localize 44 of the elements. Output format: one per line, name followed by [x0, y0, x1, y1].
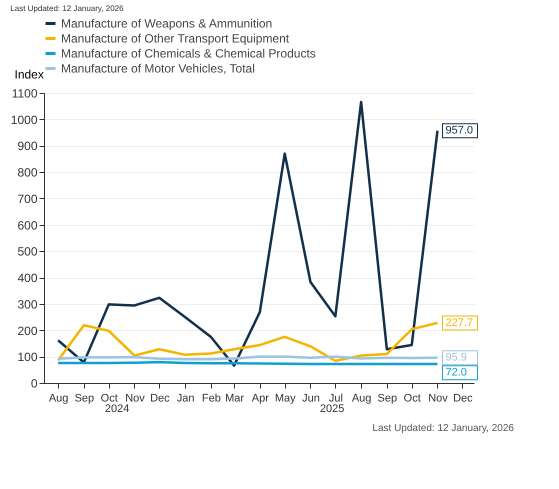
x-tick-label: Jul — [328, 392, 343, 404]
text: Last Updated: 12 January, 2026 — [372, 423, 514, 434]
y-tick-label: 400 — [17, 271, 38, 286]
x-tick-label: May — [274, 392, 296, 404]
y-tick-label: 0 — [30, 376, 38, 390]
y-tick-label: 600 — [17, 218, 38, 232]
x-tick-label: Aug — [48, 392, 68, 404]
legend-label: Manufacture of Motor Vehicles, Total — [61, 62, 255, 76]
y-tick-label: 300 — [17, 297, 38, 312]
y-tick-label: 200 — [17, 324, 38, 338]
y-tick-label: 1100 — [12, 86, 38, 100]
x-tick-label: Aug — [352, 392, 372, 404]
data-label: 72.0 — [445, 366, 467, 379]
y-tick-label: 500 — [17, 244, 38, 259]
text: Last Updated: 12 January, 2026 — [10, 4, 124, 13]
legend-label: Manufacture of Weapons & Ammunition — [61, 16, 272, 30]
legend-label: Manufacture of Other Transport Equipment — [61, 32, 290, 46]
x-tick-label: Feb — [202, 392, 221, 404]
text: 2025 — [320, 403, 344, 415]
line-series — [56, 322, 439, 362]
x-tick-label: Dec — [150, 392, 170, 404]
data-label: 227.7 — [445, 316, 474, 329]
x-tick-label: Nov — [428, 392, 448, 404]
text: 2024 — [104, 403, 130, 415]
x-tick-label: Mar — [225, 392, 244, 404]
x-tick-label: Oct — [404, 392, 421, 404]
x-tick-label: Jan — [176, 392, 194, 404]
x-tick-label: Oct — [100, 392, 118, 404]
x-tick-label: Apr — [252, 392, 270, 404]
y-tick-label: 900 — [17, 139, 38, 154]
legend-label: Manufacture of Chemicals & Chemical Products — [61, 46, 316, 60]
y-tick-label: 100 — [17, 350, 38, 364]
x-tick-label: Jun — [302, 392, 320, 404]
y-tick-label: 700 — [17, 192, 38, 206]
y-tick-label: 1000 — [10, 112, 38, 127]
data-label: 95.9 — [445, 352, 467, 364]
line-series — [56, 100, 439, 367]
x-tick-label: Sep — [378, 392, 398, 404]
x-tick-label: Sep — [74, 392, 94, 404]
data-label: 957.0 — [445, 124, 474, 137]
x-tick-label: Nov — [125, 392, 146, 404]
x-tick-label: Dec — [453, 392, 474, 404]
y-tick-label: 800 — [17, 166, 38, 180]
y-axis-title: Index — [14, 68, 44, 82]
